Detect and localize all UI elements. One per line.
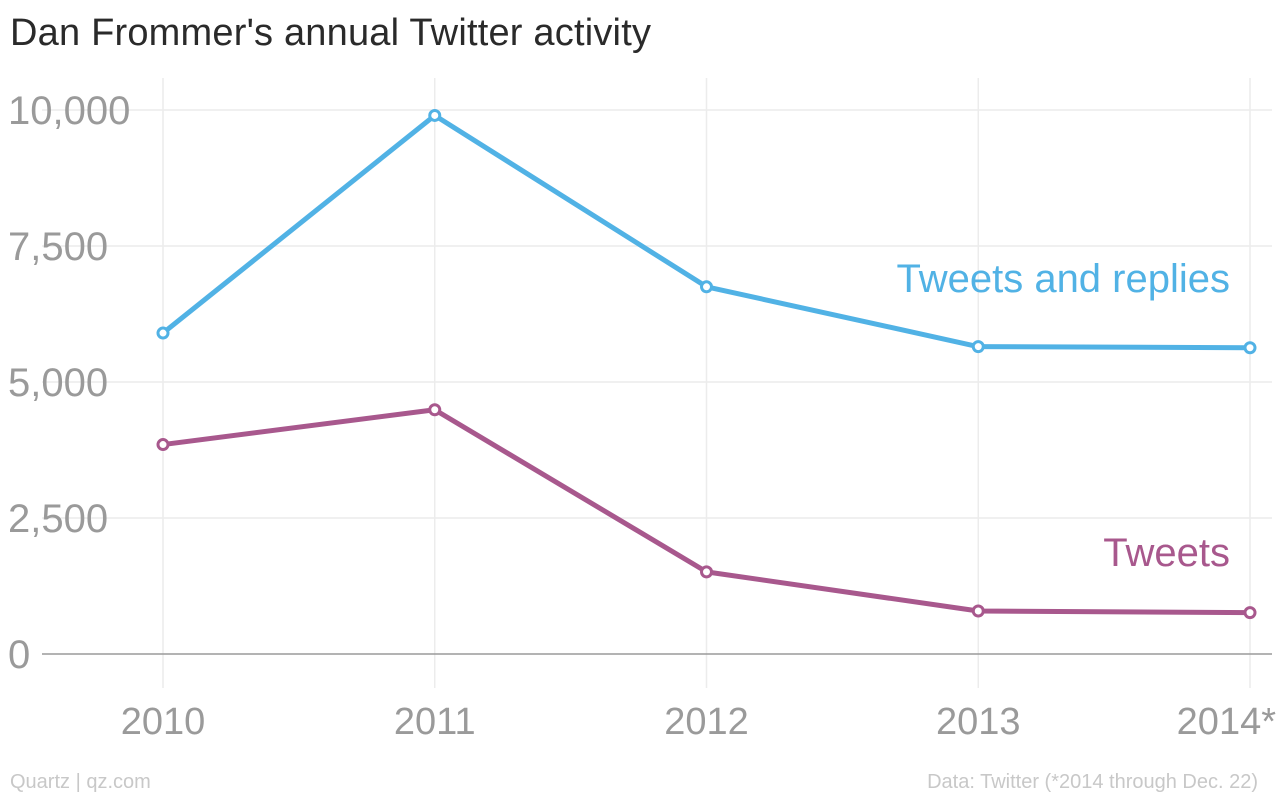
x-tick-label: 2014* [1177, 701, 1277, 743]
data-point [1243, 341, 1257, 355]
data-point [1243, 606, 1257, 620]
source-text: Data: Twitter (*2014 through Dec. 22) [927, 771, 1258, 793]
data-point [428, 108, 442, 122]
series [156, 108, 1257, 620]
data-point [156, 438, 170, 452]
series-label: Tweets [1103, 531, 1230, 575]
data-point [428, 403, 442, 417]
x-tick-label: 2010 [121, 701, 206, 743]
data-point [700, 565, 713, 579]
x-tick-label: 2012 [664, 701, 749, 743]
series-label: Tweets and replies [896, 257, 1230, 301]
credit-text: Quartz | qz.com [10, 771, 151, 793]
x-tick-label: 2013 [936, 701, 1021, 743]
y-tick-label: 2,500 [8, 497, 108, 541]
data-point [971, 604, 985, 618]
gridlines [42, 78, 1272, 688]
y-tick-label: 10,000 [8, 89, 130, 133]
x-tick-label: 2011 [394, 701, 476, 743]
y-tick-label: 5,000 [8, 361, 108, 405]
data-point [156, 326, 170, 340]
series-labels: Tweets and replies Tweets [896, 257, 1230, 575]
chart-title: Dan Frommer's annual Twitter activity [10, 12, 652, 54]
y-tick-label: 0 [8, 633, 30, 677]
axes: 0 2,500 5,000 7,500 10,000 2010 2011 2012 2013 20… [8, 89, 1276, 743]
y-tick-label: 7,500 [8, 225, 108, 269]
data-point [971, 340, 985, 354]
data-point [700, 280, 713, 294]
